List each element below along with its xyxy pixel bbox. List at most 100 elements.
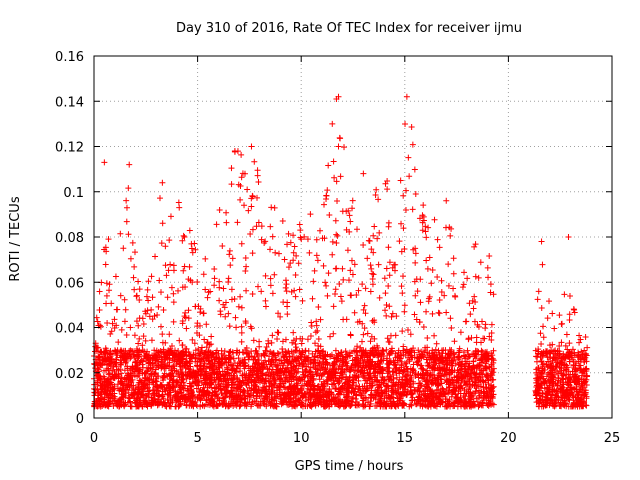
data-point [350, 376, 357, 383]
data-point [429, 310, 436, 317]
data-point [258, 377, 265, 384]
data-point [219, 368, 226, 375]
data-point [475, 274, 482, 281]
data-point [95, 368, 102, 375]
data-point [262, 272, 269, 279]
data-point [236, 403, 243, 410]
data-point [426, 254, 433, 261]
data-point [205, 289, 212, 296]
data-point [136, 296, 143, 303]
data-point [259, 384, 266, 391]
data-point [485, 377, 492, 384]
data-point [197, 372, 204, 379]
data-point [103, 390, 110, 397]
data-point [216, 278, 223, 285]
data-point [253, 367, 260, 374]
data-point [271, 204, 278, 211]
data-point [343, 226, 350, 233]
data-point [287, 239, 294, 246]
data-point [234, 385, 241, 392]
data-point [261, 350, 268, 357]
data-point [268, 339, 275, 346]
data-point [411, 397, 418, 404]
data-point [376, 363, 383, 370]
data-point [306, 249, 313, 256]
data-point [423, 308, 430, 315]
data-point [348, 257, 355, 264]
data-point [403, 380, 410, 387]
data-point [337, 293, 344, 300]
data-point [113, 306, 120, 313]
data-point [175, 347, 182, 354]
data-point [176, 357, 183, 364]
data-point [261, 351, 268, 358]
data-point [104, 320, 111, 327]
data-point [341, 144, 348, 151]
data-point [411, 386, 418, 393]
data-point [242, 319, 249, 326]
data-point [490, 376, 497, 383]
data-point [369, 317, 376, 324]
data-point [417, 299, 424, 306]
data-point [406, 173, 413, 180]
data-point [368, 265, 375, 272]
data-point [348, 292, 355, 299]
data-point [451, 338, 458, 345]
data-point [229, 384, 236, 391]
data-point [423, 257, 430, 264]
data-point [485, 274, 492, 281]
data-point [197, 386, 204, 393]
data-point [211, 282, 218, 289]
data-point [238, 240, 245, 247]
data-point [418, 365, 425, 372]
data-point [131, 263, 138, 270]
data-point [105, 236, 112, 243]
data-point [277, 389, 284, 396]
data-point [347, 267, 354, 274]
data-point [227, 348, 234, 355]
data-point [165, 267, 172, 274]
data-point [284, 303, 291, 310]
data-point [175, 199, 182, 206]
data-point [194, 323, 201, 330]
data-point [285, 230, 292, 237]
data-point [340, 276, 347, 283]
data-point [437, 354, 444, 361]
data-point [398, 283, 405, 290]
data-point [220, 285, 227, 292]
data-point [267, 246, 274, 253]
data-point [361, 302, 368, 309]
data-point [227, 389, 234, 396]
data-point [104, 376, 111, 383]
data-point [345, 277, 352, 284]
data-point [316, 398, 323, 405]
data-point [385, 338, 392, 345]
data-point [202, 255, 209, 262]
data-point [202, 351, 209, 358]
data-point [242, 380, 249, 387]
data-point [181, 313, 188, 320]
data-point [364, 255, 371, 262]
data-point [179, 341, 186, 348]
data-point [238, 329, 245, 336]
data-point [325, 373, 332, 380]
data-point [159, 331, 166, 338]
data-point [419, 403, 426, 410]
data-point [123, 331, 130, 338]
data-point [452, 293, 459, 300]
data-point [299, 335, 306, 342]
data-point [127, 255, 134, 262]
data-point [313, 322, 320, 329]
data-point [395, 357, 402, 364]
data-point [386, 352, 393, 359]
data-point [245, 356, 252, 363]
data-point [368, 395, 375, 402]
data-point [292, 272, 299, 279]
data-point [109, 320, 116, 327]
data-point [386, 272, 393, 279]
data-point [158, 240, 165, 247]
data-point [367, 370, 374, 377]
data-point [219, 243, 226, 250]
data-point [416, 215, 423, 222]
data-point [435, 309, 442, 316]
